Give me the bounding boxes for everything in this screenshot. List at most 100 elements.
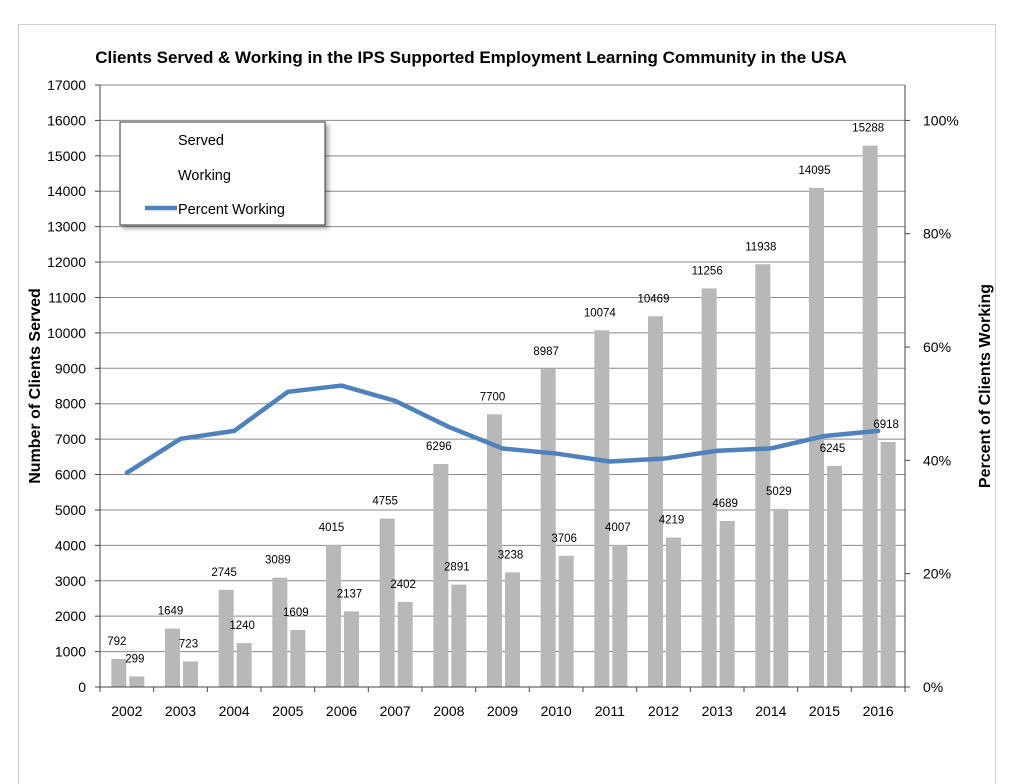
x-tick-label: 2016	[863, 703, 894, 719]
y-tick-label: 3000	[55, 573, 86, 589]
data-label-working: 4689	[712, 498, 738, 510]
data-label-working: 2891	[444, 562, 470, 574]
bar-working	[183, 661, 198, 687]
data-label-served: 11938	[745, 241, 776, 253]
data-label-served: 6296	[426, 441, 452, 453]
y-tick-label: 7000	[55, 431, 86, 447]
x-tick-label: 2014	[755, 703, 786, 719]
x-tick-label: 2012	[648, 703, 679, 719]
data-label-working: 1240	[229, 620, 255, 632]
x-tick-label: 2003	[165, 703, 196, 719]
bar-served	[111, 659, 126, 687]
y2-tick-label: 20%	[923, 566, 951, 582]
data-label-served: 14095	[799, 165, 831, 177]
y2-tick-label: 60%	[923, 339, 951, 355]
legend-percent: Percent Working	[178, 202, 285, 218]
x-tick-label: 2006	[326, 703, 357, 719]
y-tick-label: 15000	[47, 148, 86, 164]
y-tick-label: 0	[78, 679, 86, 695]
data-label-working: 6245	[820, 443, 846, 455]
y-tick-label: 4000	[55, 537, 86, 553]
data-label-served: 2745	[211, 567, 237, 579]
x-tick-label: 2007	[380, 703, 411, 719]
bar-working	[773, 509, 788, 687]
x-tick-label: 2013	[702, 703, 733, 719]
data-label-served: 3089	[265, 555, 291, 567]
bar-served	[863, 146, 878, 687]
bar-working	[881, 442, 896, 687]
bar-served	[702, 288, 717, 687]
data-label-working: 5029	[766, 486, 792, 498]
data-label-working: 4219	[659, 515, 685, 527]
y2-tick-label: 0%	[923, 679, 943, 695]
bar-working	[398, 602, 413, 687]
data-label-served: 11256	[692, 265, 723, 277]
bar-working	[505, 572, 520, 687]
y-tick-label: 16000	[47, 112, 86, 128]
data-label-served: 10469	[638, 293, 670, 305]
bar-served	[326, 545, 341, 687]
bar-working	[827, 466, 842, 687]
bar-working	[666, 538, 681, 687]
x-tick-label: 2008	[433, 703, 464, 719]
y2-axis-label: Percent of Clients Working	[977, 284, 994, 488]
bar-served	[433, 464, 448, 687]
x-tick-label: 2004	[219, 703, 250, 719]
x-tick-label: 2009	[487, 703, 518, 719]
y-tick-label: 11000	[48, 289, 86, 305]
y-tick-label: 10000	[47, 325, 86, 341]
data-label-working: 2137	[337, 588, 363, 600]
bar-served	[272, 578, 287, 687]
x-tick-label: 2015	[809, 703, 840, 719]
data-label-working: 2402	[390, 579, 416, 591]
bar-working	[129, 676, 144, 687]
bar-working	[720, 521, 735, 687]
bar-working	[344, 611, 359, 687]
data-label-working: 4007	[605, 522, 631, 534]
bar-working	[612, 545, 627, 687]
y-tick-label: 1000	[55, 644, 86, 660]
x-tick-label: 2002	[111, 703, 142, 719]
x-tick-label: 2010	[541, 703, 572, 719]
y-tick-label: 14000	[47, 183, 86, 199]
data-label-served: 792	[107, 636, 126, 648]
legend-served: Served	[178, 133, 224, 149]
bar-served	[541, 369, 556, 687]
y-tick-label: 2000	[55, 608, 86, 624]
y-tick-label: 9000	[55, 360, 86, 376]
chart: Clients Served & Working in the IPS Supp…	[0, 0, 1024, 768]
data-label-served: 1649	[158, 606, 184, 618]
y-tick-label: 13000	[47, 219, 86, 235]
bar-served	[755, 264, 770, 687]
x-tick-label: 2011	[595, 703, 625, 719]
chart-title: Clients Served & Working in the IPS Supp…	[95, 48, 847, 67]
data-label-working: 1609	[283, 607, 309, 619]
data-label-served: 4755	[372, 496, 398, 508]
data-label-working: 299	[125, 653, 144, 665]
y2-tick-label: 80%	[923, 226, 951, 242]
bar-working	[451, 585, 466, 687]
data-label-served: 7700	[480, 391, 506, 403]
data-label-working: 3238	[498, 549, 524, 561]
bar-working	[290, 630, 305, 687]
bar-working	[559, 556, 574, 687]
y-tick-label: 6000	[55, 467, 86, 483]
bar-served	[380, 519, 395, 687]
data-label-served: 8987	[533, 346, 559, 358]
bar-served	[594, 330, 609, 687]
y-tick-label: 17000	[47, 77, 86, 93]
y2-tick-label: 100%	[923, 112, 959, 128]
data-label-working: 723	[179, 638, 198, 650]
data-label-served: 4015	[319, 522, 345, 534]
bar-served	[165, 629, 180, 687]
y-tick-label: 8000	[55, 396, 86, 412]
data-label-served: 10074	[584, 307, 617, 319]
y2-tick-label: 40%	[923, 452, 951, 468]
bar-working	[237, 643, 252, 687]
y-axis-label: Number of Clients Served	[27, 288, 44, 484]
data-label-working: 3706	[551, 533, 577, 545]
legend: Served Working Percent Working	[120, 122, 325, 225]
y-tick-label: 12000	[47, 254, 86, 270]
x-tick-label: 2005	[272, 703, 303, 719]
y-tick-label: 5000	[55, 502, 86, 518]
